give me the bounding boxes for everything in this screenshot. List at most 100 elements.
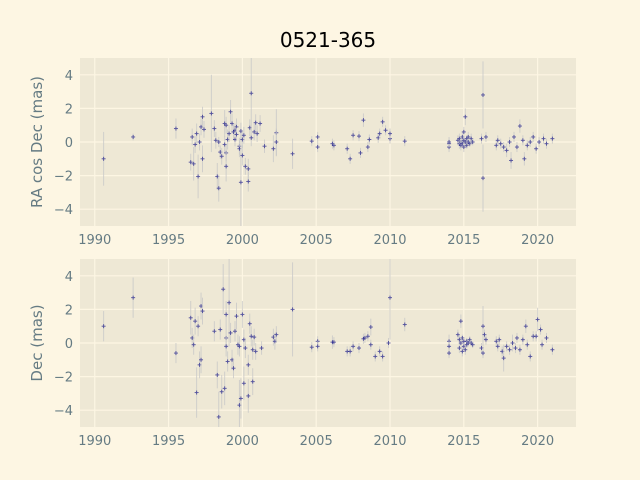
data-point <box>194 131 199 136</box>
data-point <box>358 150 363 155</box>
data-point <box>228 109 233 114</box>
data-point <box>470 140 475 144</box>
data-point <box>510 341 515 345</box>
data-point <box>538 327 543 332</box>
data-point <box>361 118 366 123</box>
data-point <box>461 145 466 150</box>
x-tick-label: 1995 <box>152 233 185 248</box>
data-point <box>351 344 356 349</box>
data-point <box>249 135 254 140</box>
data-point <box>463 114 468 119</box>
data-series <box>101 58 555 226</box>
data-point <box>212 329 217 334</box>
data-point <box>191 342 196 347</box>
data-point <box>225 359 230 364</box>
data-point <box>227 131 232 136</box>
data-point <box>470 342 475 347</box>
data-point <box>520 337 525 342</box>
data-point <box>222 386 227 391</box>
data-point <box>481 176 485 181</box>
data-point <box>315 145 320 150</box>
data-point <box>249 334 254 339</box>
data-point <box>517 347 522 352</box>
data-point <box>247 321 252 326</box>
data-point <box>481 351 485 356</box>
data-point <box>377 349 382 354</box>
data-point <box>290 307 295 312</box>
y-tick-label: −4 <box>54 404 73 419</box>
data-point <box>331 340 336 345</box>
x-tick-label: 2000 <box>226 434 259 449</box>
data-point <box>233 329 237 334</box>
data-point <box>243 346 248 351</box>
data-point <box>200 156 205 161</box>
data-point <box>237 344 242 349</box>
data-point <box>216 414 221 419</box>
y-tick-label: 2 <box>65 102 73 117</box>
data-point <box>238 396 243 401</box>
data-point <box>200 309 205 314</box>
data-point <box>541 136 546 141</box>
x-tick-label: 2015 <box>447 434 480 449</box>
data-point <box>196 324 201 329</box>
data-point <box>262 144 267 149</box>
data-point <box>224 123 229 128</box>
data-point <box>481 324 485 329</box>
data-point <box>388 295 392 300</box>
data-point <box>466 134 471 139</box>
data-point <box>216 186 221 191</box>
x-tick-label: 2005 <box>300 434 333 449</box>
data-point <box>309 345 314 350</box>
data-point <box>193 319 198 324</box>
data-point <box>259 346 264 351</box>
data-point <box>240 153 245 158</box>
data-point <box>255 131 260 136</box>
data-point <box>458 341 463 345</box>
y-tick-label: −2 <box>54 371 73 386</box>
data-point <box>202 127 206 132</box>
data-point <box>348 349 353 354</box>
y-tick-label: 4 <box>65 69 73 84</box>
data-point <box>234 132 239 137</box>
data-point <box>193 142 198 147</box>
data-point <box>213 138 218 143</box>
data-point <box>528 140 533 144</box>
data-point <box>447 344 452 349</box>
data-point <box>495 138 500 143</box>
data-point <box>252 129 257 134</box>
data-point <box>241 381 246 386</box>
data-point <box>348 156 353 161</box>
data-point <box>315 134 320 139</box>
data-point <box>528 354 533 359</box>
data-point <box>357 346 361 351</box>
data-point <box>501 356 506 361</box>
x-tick-label: 1995 <box>152 434 185 449</box>
data-point <box>447 351 452 356</box>
data-point <box>238 180 243 185</box>
data-point <box>357 134 361 139</box>
data-point <box>513 346 518 351</box>
data-point <box>216 140 221 144</box>
x-tick-label: 2010 <box>373 233 406 248</box>
data-point <box>190 134 195 139</box>
data-point <box>274 140 279 144</box>
data-point <box>309 139 314 144</box>
data-point <box>246 393 251 398</box>
data-point <box>199 357 204 362</box>
data-point <box>509 158 514 163</box>
data-point <box>386 341 391 345</box>
data-point <box>219 389 224 394</box>
data-point <box>517 124 522 129</box>
data-point <box>512 134 516 139</box>
data-point <box>101 324 106 329</box>
data-point <box>522 156 527 161</box>
x-tick-label: 2015 <box>447 233 480 248</box>
data-point <box>331 143 336 148</box>
data-point <box>250 379 255 384</box>
data-point <box>544 335 549 340</box>
data-point <box>194 390 199 395</box>
data-point <box>402 322 407 327</box>
data-point <box>368 325 373 330</box>
data-point <box>221 287 226 292</box>
data-point <box>483 134 488 139</box>
